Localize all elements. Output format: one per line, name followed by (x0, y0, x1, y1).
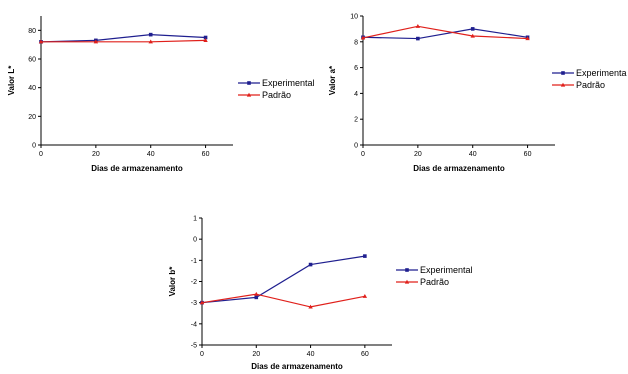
y-tick-label: -4 (191, 321, 197, 328)
data-point (254, 291, 259, 296)
y-tick-label: -1 (191, 258, 197, 265)
data-point (308, 262, 313, 267)
legend-marker (561, 71, 565, 75)
data-point (203, 38, 208, 42)
legend-label: Experimental (420, 265, 473, 275)
y-tick-label: 1 (193, 216, 197, 223)
y-axis-label: Valor a* (328, 65, 337, 95)
data-point (148, 32, 153, 37)
data-point (415, 24, 421, 28)
series-line-2 (201, 293, 365, 308)
legend-marker (405, 268, 409, 272)
data-point (470, 33, 475, 38)
legend-marker (246, 92, 252, 97)
data-point (254, 295, 259, 300)
y-tick-label: 40 (28, 85, 36, 92)
series-line-2 (362, 25, 528, 40)
data-point (38, 39, 44, 44)
legend-label: Padrão (576, 80, 605, 90)
legend-marker (404, 279, 410, 284)
x-tick-label: 40 (469, 151, 477, 158)
x-tick-label: 0 (200, 351, 204, 358)
x-tick-label: 60 (524, 151, 532, 158)
data-point (203, 35, 208, 40)
y-tick-label: 20 (28, 114, 36, 121)
y-tick-label: -5 (191, 343, 197, 350)
chart-2: 0 2 4 6 8 10 0 20 40 60 Dias de armazenamento Valor… (328, 14, 627, 174)
data-point (308, 304, 313, 309)
x-tick-label: 20 (92, 151, 100, 158)
y-tick-label: -3 (191, 300, 197, 307)
data-point (416, 36, 420, 41)
x-tick-label: 60 (202, 151, 210, 158)
y-tick-label: -2 (191, 279, 197, 286)
x-tick-label: 20 (414, 151, 422, 158)
legend-label: Experimental (262, 78, 315, 88)
legend-marker (247, 81, 251, 85)
data-point (93, 39, 99, 44)
series-line-1 (40, 34, 206, 43)
data-point (470, 27, 475, 31)
data-point (199, 300, 205, 305)
data-point (363, 254, 367, 258)
data-point (148, 39, 153, 44)
y-tick-label: 10 (350, 14, 358, 21)
y-tick-label: 4 (354, 91, 358, 98)
x-axis-label: Dias de armazenamento (413, 164, 505, 173)
x-axis-label: Dias de armazenamento (251, 362, 343, 371)
x-axis-label: Dias de armazenamento (91, 164, 183, 173)
x-tick-label: 40 (147, 151, 155, 158)
legend-label: Padrão (262, 90, 291, 100)
chart-1: 0 20 40 60 80 0 20 40 60 Dias de armazenamento Val… (7, 16, 315, 173)
y-tick-label: 0 (32, 143, 36, 150)
y-axis-label: Valor L* (7, 65, 16, 96)
legend-label: Experimenta (576, 68, 627, 78)
y-tick-label: 0 (354, 143, 358, 150)
series-line-1 (362, 28, 528, 40)
series-line-1 (201, 255, 365, 304)
x-tick-label: 60 (361, 351, 369, 358)
x-tick-label: 40 (307, 351, 315, 358)
legend-label: Padrão (420, 277, 449, 287)
x-tick-label: 0 (39, 151, 43, 158)
data-point (362, 294, 368, 298)
x-tick-label: 0 (361, 151, 365, 158)
y-tick-label: 0 (193, 237, 197, 244)
data-point (360, 35, 366, 40)
data-point (525, 36, 530, 41)
y-axis-label: Valor b* (168, 266, 177, 297)
y-tick-label: 80 (28, 28, 36, 35)
y-tick-label: 6 (354, 65, 358, 72)
x-tick-label: 20 (252, 351, 260, 358)
legend-marker (560, 82, 566, 87)
y-tick-label: 8 (354, 39, 358, 46)
y-tick-label: 2 (354, 117, 358, 124)
series-line-2 (41, 39, 206, 43)
y-tick-label: 60 (28, 57, 36, 64)
